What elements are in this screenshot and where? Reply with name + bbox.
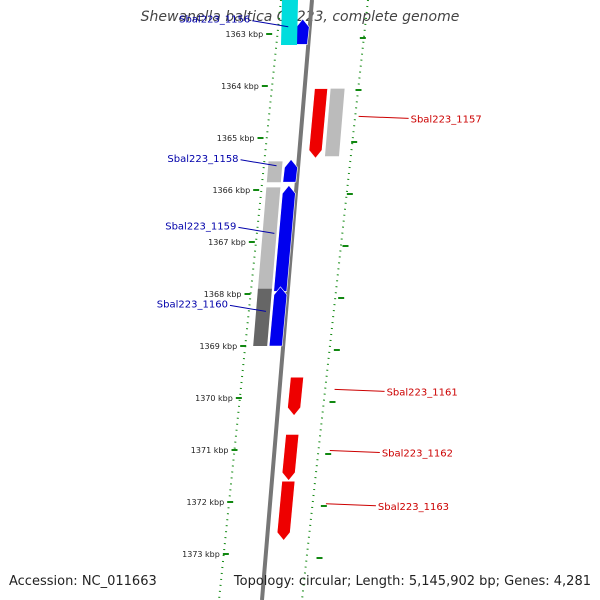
gene-label-text: Sbal223_1163 xyxy=(378,502,449,513)
gene-label-leader xyxy=(252,20,289,28)
gene-arrow xyxy=(281,434,300,482)
gene-label-text: Sbal223_1156 xyxy=(179,15,250,26)
gene-label-text: Sbal223_1159 xyxy=(165,221,236,232)
kbp-tick-label: 1363 kbp xyxy=(225,30,263,39)
gene-arrow xyxy=(268,286,288,347)
gene-label-leader xyxy=(240,159,277,167)
gene-arrow xyxy=(276,480,296,541)
gene-label-text: Sbal223_1160 xyxy=(157,299,228,310)
genome-summary: Topology: circular; Length: 5,145,902 bp… xyxy=(233,574,591,589)
homology-bar xyxy=(266,161,283,183)
accession-label: Accession: NC_011663 xyxy=(9,574,157,589)
kbp-tick-label: 1366 kbp xyxy=(212,186,250,195)
gene-label-leader xyxy=(238,226,275,234)
gene-label-leader xyxy=(325,503,376,507)
kbp-tick-label: 1371 kbp xyxy=(191,446,229,455)
gene-arrow xyxy=(308,88,328,159)
kbp-tick-label: 1364 kbp xyxy=(221,82,259,91)
kbp-tick-label: 1369 kbp xyxy=(199,342,237,351)
gene-label-text: Sbal223_1161 xyxy=(387,387,458,398)
gene-label-text: Sbal223_1162 xyxy=(382,449,453,460)
kbp-tick-label: 1365 kbp xyxy=(217,134,255,143)
kbp-tick-label: 1373 kbp xyxy=(182,550,220,559)
rna-feature xyxy=(281,0,298,45)
kbp-tick-label: 1368 kbp xyxy=(204,290,242,299)
map-title: Shewanella baltica OS223, complete genom… xyxy=(140,9,460,25)
kbp-tick-label: 1367 kbp xyxy=(208,238,246,247)
gene-label-text: Sbal223_1157 xyxy=(411,114,482,125)
kbp-tick-label: 1372 kbp xyxy=(186,498,224,507)
gene-label-leader xyxy=(229,304,267,312)
gene-label-text: Sbal223_1158 xyxy=(167,154,238,165)
homology-bar xyxy=(253,288,272,346)
gene-labels: Sbal223_1156 Sbal223_1157 Sbal223_1158 Sbal… xyxy=(157,15,482,513)
kbp-ticks: 1363 kbp 1364 kbp 1365 kbp 1366 kbp 1367 kbp… xyxy=(182,30,366,559)
homology-bar xyxy=(324,88,345,157)
gene-features xyxy=(253,0,345,541)
homology-bar xyxy=(257,187,281,292)
gene-label-leader xyxy=(329,450,380,453)
genome-backbone xyxy=(260,0,314,600)
gene-arrow xyxy=(287,376,304,417)
gene-arrow xyxy=(282,158,298,183)
gene-label-leader xyxy=(334,388,385,392)
gene-label-leader xyxy=(358,115,409,119)
kbp-tick-label: 1370 kbp xyxy=(195,394,233,403)
